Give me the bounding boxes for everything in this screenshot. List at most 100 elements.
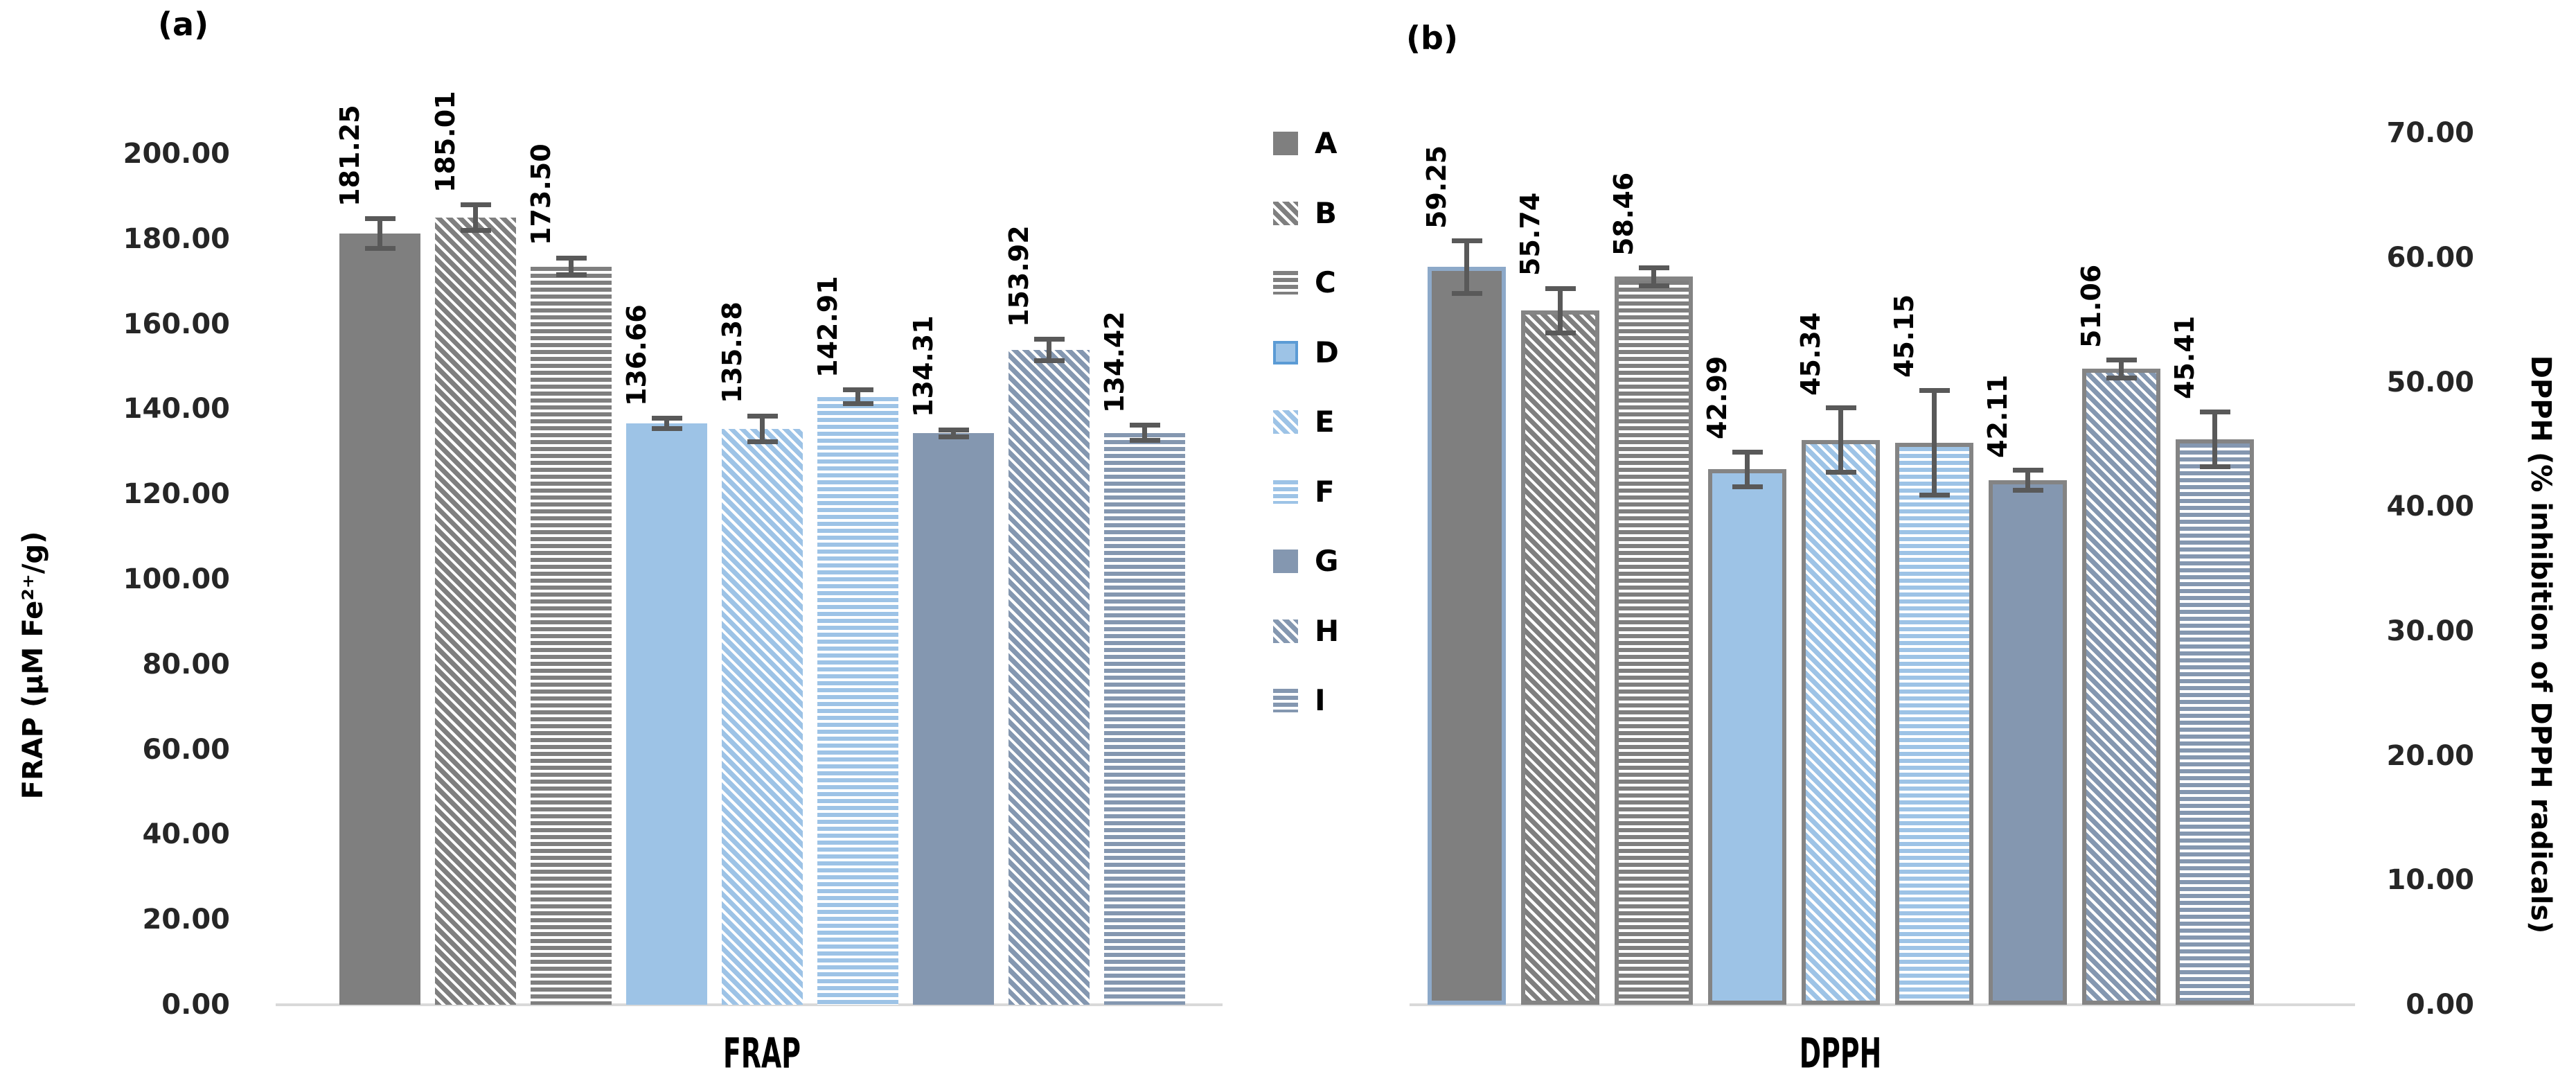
error-bar-cap xyxy=(1545,331,1576,336)
error-bar-cap xyxy=(364,246,396,252)
error-bar-cap xyxy=(556,272,587,278)
y-tick-label: 70.00 xyxy=(2386,117,2474,150)
error-bar-cap xyxy=(747,413,778,419)
legend-swatch-C xyxy=(1273,271,1298,295)
y-tick-label: 80.00 xyxy=(142,648,230,680)
error-bar-cap xyxy=(1451,238,1482,244)
error-bar-cap xyxy=(1129,423,1160,428)
panel-a-x-axis-line xyxy=(276,1003,1223,1006)
error-bar-line xyxy=(1651,267,1656,286)
panel-a-x-category-label: FRAP xyxy=(723,1029,801,1078)
bar-value-label: 58.46 xyxy=(1608,172,1639,256)
bar-value-label: 45.41 xyxy=(2169,316,2200,400)
legend-label: C xyxy=(1315,265,1336,299)
bar-value-label: 136.66 xyxy=(621,304,652,406)
legend-swatch-G xyxy=(1273,550,1298,573)
panel-a-label: (a) xyxy=(158,6,209,43)
error-bar-line xyxy=(1464,240,1469,293)
error-bar-line xyxy=(2119,360,2124,378)
error-bar-cap xyxy=(2199,464,2230,470)
bar-G xyxy=(913,433,994,1005)
bar-C xyxy=(1615,276,1693,1005)
bar-value-label: 45.34 xyxy=(1795,312,1826,396)
error-bar-cap xyxy=(1732,449,1763,455)
legend-label: A xyxy=(1315,126,1338,160)
bar-B xyxy=(435,218,516,1005)
y-tick-label: 10.00 xyxy=(2386,864,2474,897)
error-bar-cap xyxy=(2106,375,2137,380)
y-tick-label: 100.00 xyxy=(123,563,230,595)
bar-value-label: 42.99 xyxy=(1701,356,1732,440)
bar-E xyxy=(722,428,803,1005)
bar-E xyxy=(1802,440,1880,1005)
error-bar-line xyxy=(377,218,382,249)
legend-swatch-F xyxy=(1273,480,1298,504)
error-bar-cap xyxy=(1451,290,1482,296)
error-bar-cap xyxy=(2106,358,2137,363)
error-bar-cap xyxy=(1638,283,1669,288)
y-tick-label: 20.00 xyxy=(142,904,230,936)
error-bar-cap xyxy=(460,202,491,208)
error-bar-line xyxy=(951,430,956,437)
error-bar-cap xyxy=(1825,405,1856,411)
error-bar-cap xyxy=(651,425,682,431)
error-bar-line xyxy=(855,389,860,404)
error-bar-line xyxy=(1838,407,1843,473)
error-bar-cap xyxy=(2012,468,2043,473)
bar-value-label: 185.01 xyxy=(429,90,461,193)
bar-value-label: 59.25 xyxy=(1421,145,1452,229)
bar-value-label: 142.91 xyxy=(812,276,843,378)
legend-swatch-E xyxy=(1273,410,1298,434)
bar-H xyxy=(1009,349,1090,1005)
bar-value-label: 135.38 xyxy=(716,301,747,404)
bar-F xyxy=(817,396,898,1005)
bar-B xyxy=(1521,310,1599,1005)
error-bar-cap xyxy=(938,434,969,439)
legend-swatch-D xyxy=(1273,340,1298,364)
error-bar-cap xyxy=(747,439,778,444)
legend-label: I xyxy=(1315,683,1326,717)
error-bar-cap xyxy=(1033,358,1065,363)
y-tick-label: 60.00 xyxy=(2386,241,2474,274)
right-y-axis-title: DPPH (% inhibition of DPPH radicals) xyxy=(2525,355,2557,934)
legend-label: E xyxy=(1315,405,1335,439)
legend-swatch-B xyxy=(1273,201,1298,225)
bar-G xyxy=(1989,480,2067,1005)
bar-C xyxy=(531,266,612,1005)
legend-swatch-H xyxy=(1273,619,1298,643)
error-bar-cap xyxy=(1033,337,1065,342)
y-tick-label: 180.00 xyxy=(123,222,230,255)
bar-D xyxy=(1708,469,1786,1005)
error-bar-line xyxy=(664,418,669,429)
error-bar-cap xyxy=(842,401,873,406)
legend-label: B xyxy=(1315,195,1338,230)
error-bar-line xyxy=(1745,452,1750,487)
error-bar-cap xyxy=(556,255,587,261)
error-bar-cap xyxy=(938,427,969,432)
error-bar-line xyxy=(1932,390,1937,495)
bar-value-label: 153.92 xyxy=(1003,225,1034,327)
y-tick-label: 200.00 xyxy=(123,138,230,170)
error-bar-line xyxy=(1047,339,1051,361)
bar-H xyxy=(2082,369,2160,1005)
bar-D xyxy=(626,423,707,1005)
bar-value-label: 181.25 xyxy=(334,104,365,206)
error-bar-line xyxy=(473,204,478,231)
bar-value-label: 134.31 xyxy=(907,315,939,418)
y-tick-label: 160.00 xyxy=(123,308,230,340)
bar-value-label: 173.50 xyxy=(525,143,556,246)
panel-b-x-category-label: DPPH xyxy=(1799,1029,1882,1078)
y-tick-label: 40.00 xyxy=(2386,491,2474,523)
error-bar-line xyxy=(2025,470,2030,491)
error-bar-cap xyxy=(2012,488,2043,493)
error-bar-line xyxy=(1558,288,1563,333)
bar-A xyxy=(1428,267,1506,1005)
error-bar-cap xyxy=(460,227,491,233)
legend-label: H xyxy=(1315,613,1340,648)
error-bar-cap xyxy=(1732,484,1763,490)
error-bar-cap xyxy=(651,416,682,421)
y-tick-label: 120.00 xyxy=(123,478,230,511)
error-bar-cap xyxy=(1825,470,1856,475)
panel-b-label: (b) xyxy=(1406,19,1458,57)
